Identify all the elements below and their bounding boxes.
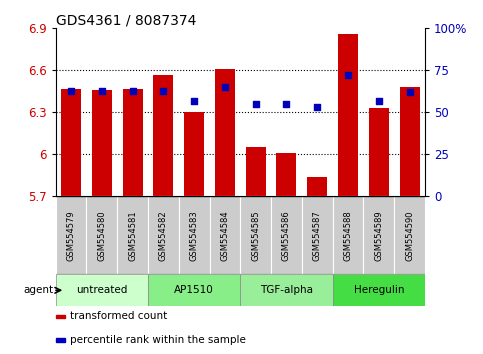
Bar — [56, 315, 65, 318]
Point — [344, 73, 352, 78]
Bar — [56, 338, 65, 342]
Text: agent: agent — [23, 285, 53, 295]
Text: Heregulin: Heregulin — [354, 285, 404, 295]
Bar — [153, 75, 173, 196]
Bar — [179, 196, 210, 274]
Text: percentile rank within the sample: percentile rank within the sample — [71, 335, 246, 345]
Bar — [364, 196, 394, 274]
Text: GSM554589: GSM554589 — [374, 210, 384, 261]
Bar — [210, 196, 240, 274]
Bar — [240, 274, 333, 306]
Point — [406, 89, 413, 95]
Bar — [240, 196, 271, 274]
Point — [190, 98, 198, 103]
Bar — [394, 196, 425, 274]
Bar — [333, 274, 425, 306]
Bar — [148, 196, 179, 274]
Bar — [369, 108, 389, 196]
Point — [221, 84, 229, 90]
Text: GSM554588: GSM554588 — [343, 210, 353, 261]
Text: GSM554583: GSM554583 — [190, 210, 199, 261]
Text: GSM554581: GSM554581 — [128, 210, 137, 261]
Bar — [399, 87, 420, 196]
Text: GSM554586: GSM554586 — [282, 210, 291, 261]
Bar — [92, 90, 112, 196]
Bar — [184, 113, 204, 196]
Bar — [117, 196, 148, 274]
Bar — [123, 88, 142, 196]
Text: GSM554582: GSM554582 — [159, 210, 168, 261]
Point — [252, 101, 259, 107]
Text: GSM554585: GSM554585 — [251, 210, 260, 261]
Point — [283, 101, 290, 107]
Text: GDS4361 / 8087374: GDS4361 / 8087374 — [56, 13, 196, 27]
Bar — [271, 196, 302, 274]
Bar — [246, 147, 266, 196]
Bar — [56, 196, 86, 274]
Bar — [215, 69, 235, 196]
Text: GSM554580: GSM554580 — [97, 210, 106, 261]
Bar — [56, 274, 148, 306]
Text: untreated: untreated — [76, 285, 128, 295]
Bar — [338, 34, 358, 196]
Text: GSM554584: GSM554584 — [220, 210, 229, 261]
Bar — [86, 196, 117, 274]
Point — [128, 88, 136, 93]
Point — [98, 88, 106, 93]
Point — [67, 88, 75, 93]
Bar — [307, 177, 327, 196]
Text: GSM554587: GSM554587 — [313, 210, 322, 261]
Bar — [61, 88, 81, 196]
Text: GSM554590: GSM554590 — [405, 210, 414, 261]
Bar — [333, 196, 364, 274]
Text: TGF-alpha: TGF-alpha — [260, 285, 313, 295]
Point — [375, 98, 383, 103]
Bar — [148, 274, 241, 306]
Bar — [302, 196, 333, 274]
Bar — [276, 153, 297, 196]
Point — [159, 88, 167, 93]
Point — [313, 104, 321, 110]
Text: transformed count: transformed count — [71, 312, 168, 321]
Text: AP1510: AP1510 — [174, 285, 214, 295]
Text: GSM554579: GSM554579 — [67, 210, 75, 261]
